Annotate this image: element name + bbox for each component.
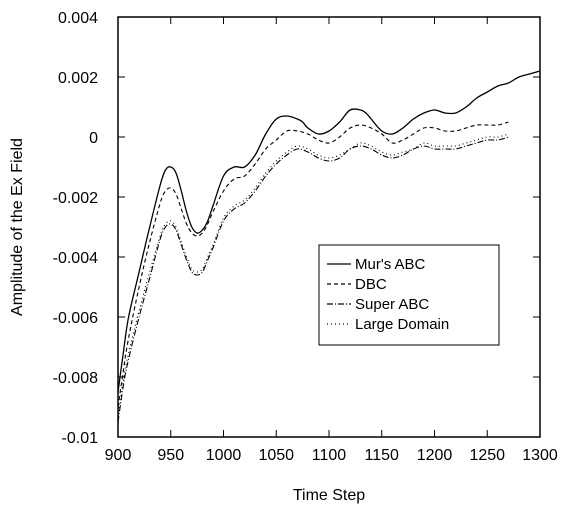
- x-tick-label: 900: [105, 447, 132, 464]
- y-tick-label: -0.004: [53, 250, 98, 267]
- series-line-mur-s-abc: [117, 70, 541, 393]
- x-tick-label: 1000: [206, 447, 242, 464]
- x-tick-label: 1100: [312, 447, 347, 464]
- plot-area-frame: [117, 16, 541, 438]
- legend-box: [318, 244, 500, 346]
- legend: Mur's ABC DBC Super ABC Large Domain: [318, 244, 500, 346]
- y-tick-label: -0.01: [62, 430, 99, 447]
- x-axis-ticks: 900 950 1000 1050 1100 1150 1200 1250 1300: [105, 17, 558, 464]
- series-lines: [117, 70, 541, 423]
- y-axis-label: Amplitude of the Ex Field: [9, 138, 26, 316]
- series-line-dbc: [117, 121, 509, 408]
- y-tick-label: -0.002: [53, 190, 98, 207]
- x-tick-label: 1300: [522, 447, 558, 464]
- x-tick-label: 1050: [258, 447, 294, 464]
- x-axis-label: Time Step: [293, 487, 365, 504]
- x-tick-label: 950: [157, 447, 184, 464]
- legend-label-dbc: DBC: [355, 276, 387, 293]
- y-axis-ticks: -0.01 -0.008 -0.006 -0.004 -0.002 0 0.002 0.004: [53, 10, 540, 447]
- legend-label-murs-abc: Mur's ABC: [355, 256, 426, 273]
- y-tick-label: 0: [89, 130, 98, 147]
- y-tick-label: -0.008: [53, 370, 98, 387]
- x-tick-label: 1150: [365, 447, 400, 464]
- x-tick-label: 1250: [469, 447, 505, 464]
- y-tick-label: 0.004: [58, 10, 98, 27]
- y-tick-label: -0.006: [53, 310, 98, 327]
- x-tick-label: 1200: [417, 447, 453, 464]
- y-tick-label: 0.002: [58, 70, 98, 87]
- legend-label-large-domain: Large Domain: [355, 316, 449, 333]
- legend-label-super-abc: Super ABC: [355, 296, 429, 313]
